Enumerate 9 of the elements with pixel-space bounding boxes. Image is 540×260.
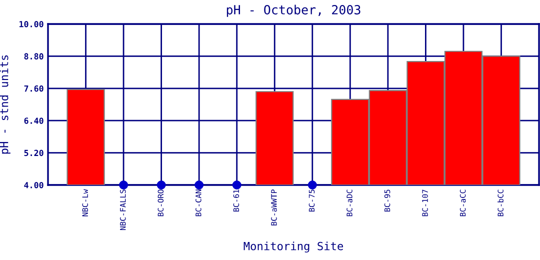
x-axis-title: Monitoring Site	[244, 242, 344, 252]
y-tick-label: 4.00	[24, 182, 44, 188]
chart-title: pH - October, 2003	[226, 4, 360, 17]
y-tick-label: 10.00	[20, 20, 44, 28]
y-tick-label: 5.20	[24, 150, 44, 156]
y-tick-label: 8.80	[24, 53, 44, 60]
y-tick-label: 6.40	[24, 118, 44, 124]
y-axis-title: pH - stnd units	[0, 55, 10, 154]
y-tick-label: 7.60	[24, 85, 44, 92]
